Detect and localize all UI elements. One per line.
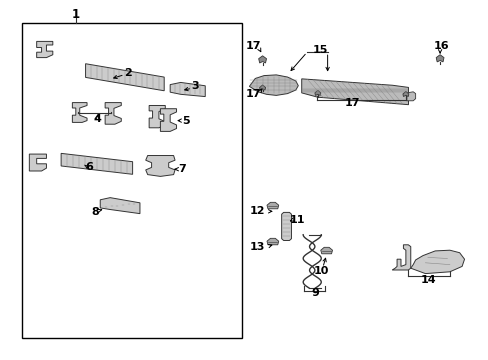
Text: 4: 4	[94, 114, 102, 124]
Text: 6: 6	[85, 162, 93, 172]
Text: 13: 13	[250, 242, 265, 252]
Polygon shape	[320, 247, 332, 254]
Polygon shape	[249, 75, 298, 95]
Text: 2: 2	[123, 68, 131, 78]
Text: 10: 10	[313, 266, 328, 276]
Polygon shape	[266, 238, 278, 245]
Text: 11: 11	[289, 215, 305, 225]
Polygon shape	[301, 79, 407, 105]
Polygon shape	[61, 153, 132, 174]
Text: 1: 1	[72, 8, 80, 21]
Polygon shape	[149, 105, 165, 128]
Text: 17: 17	[245, 41, 261, 51]
Bar	[22, 23, 242, 338]
Polygon shape	[402, 91, 408, 96]
Polygon shape	[314, 90, 320, 95]
Polygon shape	[410, 250, 464, 274]
Text: 5: 5	[182, 116, 189, 126]
Polygon shape	[85, 64, 164, 91]
Text: 15: 15	[312, 45, 327, 55]
Polygon shape	[160, 109, 176, 131]
Text: 14: 14	[420, 275, 435, 285]
Text: 9: 9	[310, 288, 318, 298]
Text: 3: 3	[191, 81, 199, 91]
Polygon shape	[258, 56, 266, 63]
Polygon shape	[105, 103, 121, 124]
Polygon shape	[259, 85, 265, 90]
Polygon shape	[281, 212, 291, 240]
Polygon shape	[37, 41, 53, 58]
Polygon shape	[406, 92, 415, 101]
Polygon shape	[100, 198, 140, 213]
Text: 16: 16	[433, 41, 448, 51]
Polygon shape	[391, 245, 410, 270]
Polygon shape	[29, 154, 46, 171]
Text: 8: 8	[91, 207, 99, 217]
Polygon shape	[266, 202, 278, 209]
Text: 12: 12	[249, 206, 265, 216]
Polygon shape	[145, 156, 175, 176]
Polygon shape	[435, 55, 443, 62]
Text: 7: 7	[178, 164, 185, 174]
Text: 17: 17	[344, 98, 359, 108]
Polygon shape	[170, 82, 205, 96]
Polygon shape	[72, 103, 87, 122]
Text: 17: 17	[245, 89, 261, 99]
